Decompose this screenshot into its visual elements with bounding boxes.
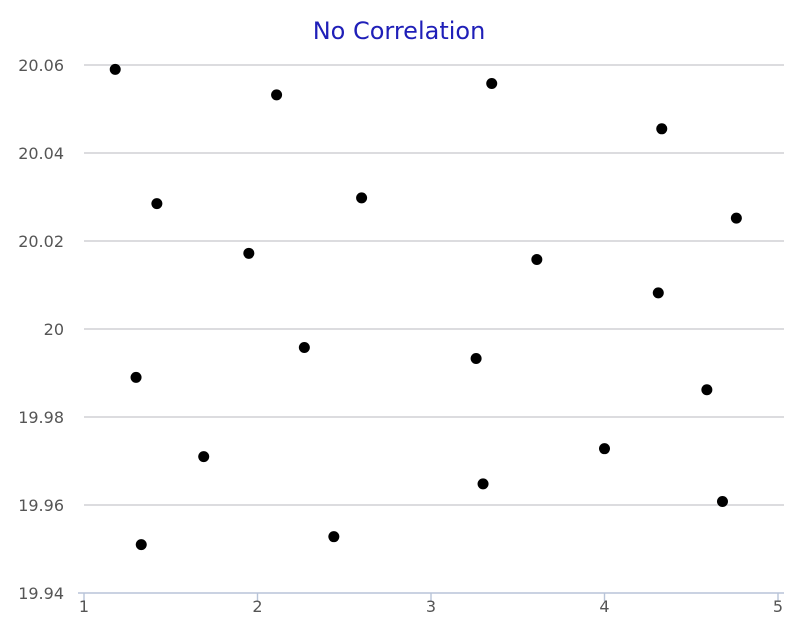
data-point[interactable] — [486, 77, 498, 89]
x-tick-label: 2 — [252, 597, 262, 616]
x-tick-label: 4 — [599, 597, 609, 616]
data-point[interactable] — [198, 451, 210, 463]
data-point[interactable] — [151, 198, 163, 210]
axis-layer — [78, 592, 784, 601]
data-point[interactable] — [328, 531, 340, 543]
chart-title: No Correlation — [313, 17, 486, 45]
data-point[interactable] — [298, 341, 310, 353]
data-point[interactable] — [701, 384, 713, 396]
data-point[interactable] — [243, 247, 255, 259]
data-point[interactable] — [531, 253, 543, 265]
y-tick-label: 20.06 — [18, 56, 64, 75]
data-point[interactable] — [730, 212, 742, 224]
data-points — [109, 63, 742, 551]
x-tick-label: 1 — [79, 597, 89, 616]
y-tick-label: 20.04 — [18, 144, 64, 163]
data-point[interactable] — [477, 478, 489, 490]
y-tick-label: 20 — [44, 320, 64, 339]
x-axis-tick-labels: 1 2 3 4 5 — [79, 597, 783, 616]
data-point[interactable] — [470, 352, 482, 364]
y-tick-label: 19.96 — [18, 496, 64, 515]
x-tick-label: 3 — [426, 597, 436, 616]
data-point[interactable] — [599, 443, 610, 455]
data-point[interactable] — [271, 89, 283, 101]
y-tick-label: 19.98 — [18, 408, 64, 427]
data-point[interactable] — [652, 287, 664, 299]
data-point[interactable] — [656, 123, 668, 135]
x-tick-label: 5 — [773, 597, 783, 616]
y-axis-tick-labels: 19.94 19.96 19.98 20 20.02 20.04 20.06 — [18, 56, 64, 603]
y-tick-label: 20.02 — [18, 232, 64, 251]
data-point[interactable] — [135, 539, 147, 551]
data-point[interactable] — [109, 63, 121, 75]
data-point[interactable] — [716, 495, 728, 507]
data-point[interactable] — [130, 371, 142, 383]
y-tick-label: 19.94 — [18, 584, 64, 603]
data-point[interactable] — [356, 192, 368, 204]
grid-layer — [84, 64, 784, 506]
